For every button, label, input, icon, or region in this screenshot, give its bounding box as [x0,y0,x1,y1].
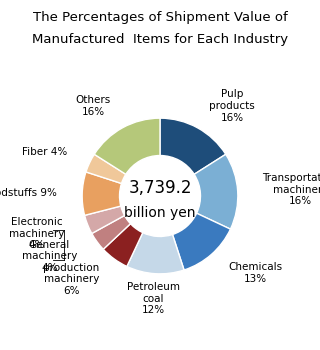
Text: Others
16%: Others 16% [75,95,110,117]
Wedge shape [84,206,124,233]
Text: Chemicals
13%: Chemicals 13% [228,262,282,284]
Text: The Percentages of Shipment Value of: The Percentages of Shipment Value of [33,10,287,23]
Wedge shape [92,216,131,249]
Wedge shape [86,154,126,183]
Wedge shape [82,172,122,215]
Text: Electronic
machinery
4%: Electronic machinery 4% [9,217,64,250]
Text: Foodstuffs 9%: Foodstuffs 9% [0,188,57,198]
Text: General
machinery
4%: General machinery 4% [21,240,77,273]
Text: billion yen: billion yen [124,206,196,220]
Text: Manufactured  Items for Each Industry: Manufactured Items for Each Industry [32,33,288,46]
Text: Fiber 4%: Fiber 4% [22,147,67,157]
Wedge shape [127,233,184,274]
Wedge shape [172,213,230,270]
Wedge shape [94,118,160,174]
Wedge shape [194,154,238,229]
Text: 3,739.2: 3,739.2 [128,179,192,197]
Wedge shape [103,224,143,266]
Text: Pulp
products
16%: Pulp products 16% [210,89,255,122]
Text: production
machinery
6%: production machinery 6% [43,262,100,296]
Text: Petroleum
coal
12%: Petroleum coal 12% [127,282,180,315]
Wedge shape [160,118,226,174]
Text: Transportation
machinery
16%: Transportation machinery 16% [262,173,320,206]
